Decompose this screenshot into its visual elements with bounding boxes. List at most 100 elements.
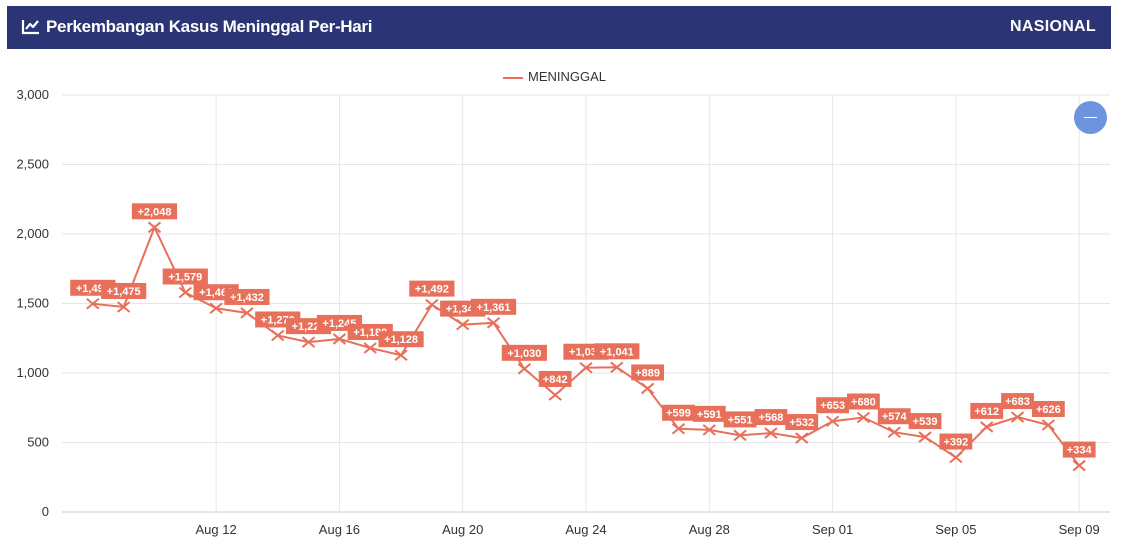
data-point [579, 361, 593, 374]
data-label: +653 [820, 400, 845, 412]
data-label-box [754, 409, 788, 426]
data-label-box [692, 405, 726, 422]
data-point [271, 329, 285, 342]
data-label-box [1062, 441, 1096, 458]
data-point [918, 431, 932, 443]
data-label-box [1001, 393, 1034, 410]
data-label-box [847, 393, 880, 410]
data-label: +612 [974, 406, 999, 418]
data-label-box [723, 411, 757, 428]
data-label: +680 [851, 396, 876, 408]
x-tick-label: Aug 16 [319, 522, 360, 537]
data-label-box [631, 364, 665, 381]
data-label-box [816, 397, 849, 414]
data-label: +626 [1036, 404, 1061, 416]
x-tick-label: Aug 28 [689, 522, 730, 537]
data-label-box [409, 280, 455, 297]
legend-label: MENINGGAL [528, 69, 607, 84]
data-label-box [131, 203, 178, 220]
minus-icon [1084, 117, 1097, 118]
data-point [332, 333, 347, 345]
data-point [1010, 411, 1025, 423]
x-tick-label: Sep 09 [1059, 522, 1100, 537]
data-point [825, 415, 840, 428]
data-label: +392 [943, 437, 968, 449]
data-point [486, 317, 501, 329]
data-label-box [970, 402, 1004, 419]
data-label: +551 [728, 414, 753, 426]
y-tick-label: 1,000 [16, 365, 49, 380]
data-label-box [1031, 400, 1065, 417]
data-point [856, 411, 871, 424]
data-point [456, 318, 470, 331]
data-point [363, 342, 377, 354]
y-tick-label: 2,000 [16, 226, 49, 241]
data-label-box [538, 370, 572, 387]
data-label: +1,128 [384, 334, 418, 346]
region-label: NASIONAL [1010, 18, 1096, 35]
data-point [178, 286, 192, 299]
data-label: +2,048 [137, 206, 171, 218]
data-label: +1,041 [600, 346, 634, 358]
data-point [147, 221, 162, 234]
data-label: +568 [759, 412, 784, 424]
data-point [702, 424, 716, 436]
data-label: +1,432 [230, 292, 264, 304]
data-point [425, 298, 439, 311]
data-label: +842 [543, 374, 568, 386]
data-point [949, 451, 963, 464]
data-label-box [594, 343, 640, 360]
x-tick-label: Sep 01 [812, 522, 853, 537]
data-point [641, 382, 655, 395]
data-point [671, 422, 686, 435]
data-point [764, 427, 778, 439]
data-label: +574 [882, 411, 908, 423]
data-point [117, 301, 131, 313]
data-label: +1,475 [107, 286, 141, 298]
data-label: +1,361 [477, 302, 511, 314]
data-label-box [224, 288, 270, 305]
data-point [610, 361, 624, 374]
chart-header: Perkembangan Kasus Meninggal Per-Hari NA… [7, 6, 1111, 49]
data-label: +1,030 [507, 348, 541, 360]
data-point [795, 432, 809, 444]
data-label-box [908, 413, 942, 430]
data-point [980, 421, 994, 433]
data-label: +591 [697, 409, 722, 421]
data-point [86, 298, 100, 310]
x-tick-label: Aug 12 [196, 522, 237, 537]
data-point [394, 349, 408, 361]
x-tick-label: Aug 24 [565, 522, 606, 537]
line-chart-icon [21, 20, 39, 35]
legend-swatch [503, 77, 523, 79]
data-label-box [470, 298, 517, 315]
data-label: +683 [1005, 396, 1030, 408]
data-label: +599 [666, 408, 691, 420]
data-label-box [877, 408, 911, 425]
data-point [1072, 459, 1086, 472]
y-tick-label: 1,500 [16, 296, 49, 311]
data-label-box [162, 268, 208, 285]
data-label-box [662, 404, 695, 421]
data-label-box [939, 433, 973, 450]
data-label: +539 [913, 416, 938, 428]
data-point [209, 302, 223, 314]
y-tick-label: 0 [42, 504, 49, 519]
data-label: +532 [789, 417, 814, 429]
data-label: +889 [635, 367, 660, 379]
zoom-out-button[interactable] [1074, 101, 1107, 134]
data-label: +334 [1067, 445, 1093, 457]
y-tick-label: 500 [27, 435, 49, 450]
data-point [887, 426, 901, 438]
data-label-box [501, 344, 547, 361]
data-point [517, 363, 531, 375]
y-tick-label: 2,500 [16, 157, 49, 172]
x-tick-label: Aug 20 [442, 522, 483, 537]
data-point [301, 336, 316, 348]
data-point [240, 307, 254, 319]
data-label-box [101, 282, 147, 299]
data-label: +1,492 [415, 284, 449, 296]
x-tick-label: Sep 05 [935, 522, 976, 537]
data-point [733, 429, 747, 442]
